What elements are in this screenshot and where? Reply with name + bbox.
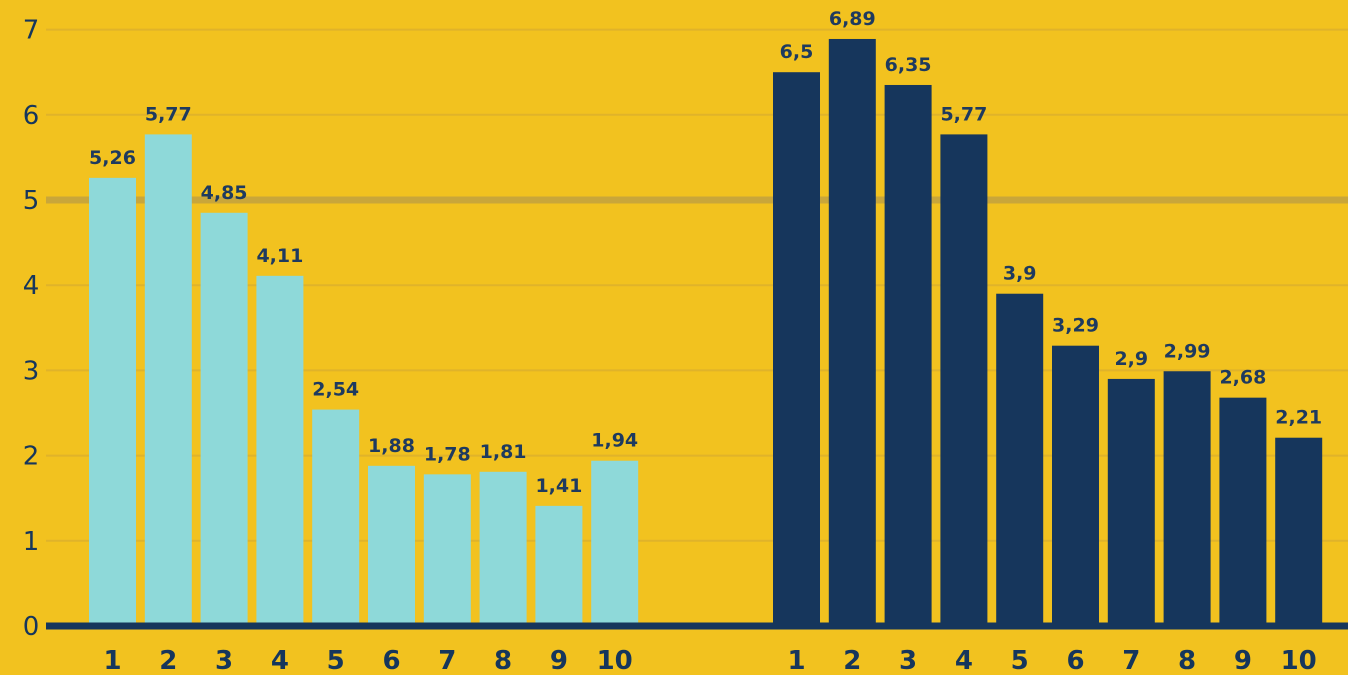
x-tick-label: 7 — [438, 646, 456, 675]
bar — [312, 409, 360, 626]
data-label: 5,26 — [89, 147, 136, 169]
y-tick-label: 5 — [23, 186, 40, 216]
bar — [1219, 397, 1267, 626]
x-tick-label: 2 — [159, 646, 177, 675]
x-tick-label: 5 — [1011, 646, 1029, 675]
bar — [479, 471, 527, 626]
data-label: 6,35 — [885, 54, 932, 76]
data-label: 2,9 — [1114, 348, 1148, 370]
data-label: 5,77 — [940, 103, 987, 125]
x-tick-label: 10 — [1281, 646, 1317, 675]
x-tick-label: 3 — [215, 646, 233, 675]
data-label: 2,21 — [1275, 407, 1322, 429]
x-tick-label: 10 — [597, 646, 633, 675]
bar — [200, 212, 248, 626]
bar — [940, 134, 988, 626]
bar — [1163, 371, 1211, 626]
x-tick-label: 2 — [843, 646, 861, 675]
bar — [828, 38, 876, 627]
x-tick-label: 9 — [1234, 646, 1252, 675]
data-label: 6,5 — [780, 41, 814, 63]
bar — [368, 465, 415, 626]
x-tick-label: 6 — [1066, 646, 1084, 675]
x-tick-label: 6 — [382, 646, 400, 675]
data-label: 2,99 — [1164, 340, 1211, 362]
bar — [996, 293, 1044, 626]
bar — [773, 72, 820, 626]
bar — [1052, 345, 1099, 626]
bar — [256, 275, 304, 626]
data-label: 2,68 — [1219, 367, 1266, 389]
bars: 5,26 5,77 4,85 4,11 2,54 1,88 1,78 1,81 1,41 1,94… — [89, 8, 1323, 627]
data-label: 3,29 — [1052, 315, 1099, 337]
x-tick-label: 8 — [1178, 646, 1196, 675]
bar — [1107, 378, 1155, 626]
bar — [535, 505, 583, 626]
bar — [144, 134, 192, 626]
x-tick-label: 5 — [327, 646, 345, 675]
y-tick-label: 4 — [23, 271, 40, 301]
x-tick-label: 7 — [1122, 646, 1140, 675]
data-label: 4,11 — [256, 245, 303, 267]
data-label: 3,9 — [1003, 263, 1037, 285]
data-label: 1,78 — [424, 443, 471, 465]
x-tick-label: 9 — [550, 646, 568, 675]
data-label: 1,81 — [480, 441, 527, 463]
x-tick-label: 4 — [955, 646, 973, 675]
data-label: 1,41 — [535, 475, 582, 497]
y-tick-label: 0 — [23, 612, 40, 642]
data-label: 1,94 — [591, 430, 638, 452]
bar — [89, 177, 136, 626]
x-tick-label: 1 — [103, 646, 121, 675]
y-tick-label: 6 — [23, 101, 40, 131]
x-tick-label: 1 — [787, 646, 805, 675]
x-tick-label: 4 — [271, 646, 289, 675]
y-tick-label: 2 — [23, 442, 40, 472]
y-axis: 0 1 2 3 4 5 6 7 — [23, 16, 40, 642]
x-axis: 1 2 3 4 5 6 7 8 9 10 1 2 3 4 5 6 7 8 9 10 — [46, 622, 1348, 675]
data-label: 5,77 — [145, 103, 192, 125]
data-label: 2,54 — [312, 379, 359, 401]
data-label: 1,88 — [368, 435, 415, 457]
bar — [884, 84, 932, 627]
data-label: 6,89 — [829, 8, 876, 30]
y-tick-label: 7 — [23, 16, 40, 46]
x-tick-label: 3 — [899, 646, 917, 675]
bar — [423, 474, 471, 626]
data-label: 4,85 — [201, 182, 248, 204]
y-tick-label: 1 — [23, 527, 40, 557]
bar — [591, 460, 639, 626]
x-tick-label: 8 — [494, 646, 512, 675]
bar — [1275, 437, 1323, 626]
y-tick-label: 3 — [23, 356, 40, 386]
